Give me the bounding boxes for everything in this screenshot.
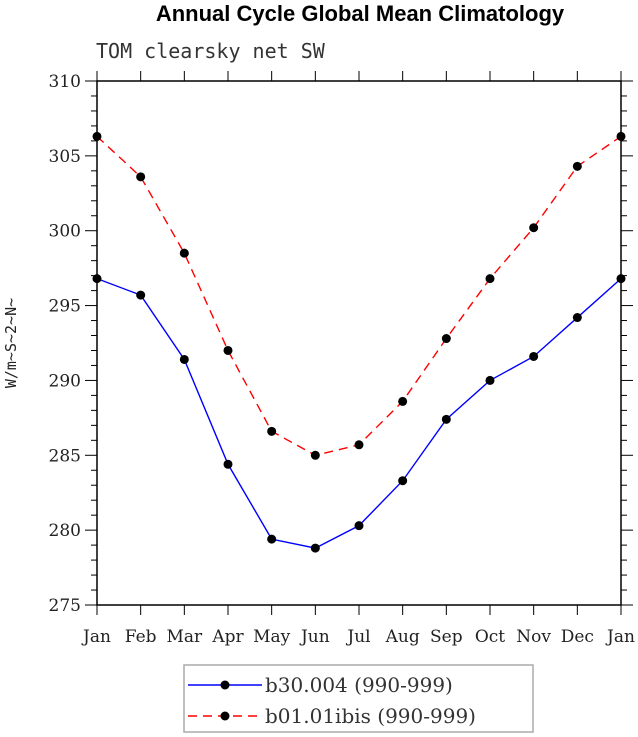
x-tick-label: Apr [211, 627, 244, 647]
chart-title: Annual Cycle Global Mean Climatology [156, 1, 565, 26]
x-tick-label: Jun [299, 627, 330, 647]
y-tick-label: 300 [49, 222, 81, 242]
y-tick-label: 280 [49, 521, 81, 541]
legend-label-2: b01.01ibis (990-999) [265, 704, 476, 728]
data-point [179, 248, 189, 258]
data-point [223, 345, 233, 355]
data-point [267, 534, 277, 544]
data-point [529, 351, 539, 361]
y-axis-label: W/m~S~2~N~ [2, 298, 20, 388]
x-tick-label: Jul [345, 627, 370, 647]
y-tick-label: 285 [49, 446, 81, 466]
series-line-2 [96, 135, 622, 457]
data-point [354, 521, 364, 531]
data-point [441, 334, 451, 344]
data-point [398, 476, 408, 486]
data-point [136, 290, 146, 300]
data-point [179, 354, 189, 364]
x-tick-label: May [253, 627, 291, 647]
data-point [616, 131, 626, 141]
data-point [310, 450, 320, 460]
x-tick-label: Dec [561, 627, 594, 647]
x-tick-label: Jan [81, 627, 111, 647]
y-tick-label: 310 [49, 72, 81, 92]
series-line-1 [96, 277, 622, 549]
legend-marker-1 [220, 680, 230, 690]
data-point [354, 440, 364, 450]
x-tick-label: Nov [516, 627, 551, 647]
legend-label-1: b30.004 (990-999) [265, 673, 453, 697]
legend-box [183, 664, 534, 733]
data-point [572, 313, 582, 323]
legend-marker-2 [220, 711, 230, 721]
data-point [398, 396, 408, 406]
data-point [310, 543, 320, 553]
data-point [485, 274, 495, 284]
chart-subtitle: TOM clearsky net SW [96, 39, 326, 63]
data-point [616, 274, 626, 284]
y-tick-label: 290 [49, 371, 81, 391]
data-point [441, 414, 451, 424]
data-point [92, 274, 102, 284]
y-tick-label: 305 [49, 147, 81, 167]
data-point [572, 161, 582, 171]
data-point [223, 459, 233, 469]
data-point [92, 131, 102, 141]
legend: b30.004 (990-999) b01.01ibis (990-999) [183, 664, 534, 733]
data-point [136, 172, 146, 182]
data-point [267, 426, 277, 436]
x-tick-label: Feb [125, 627, 157, 647]
x-tick-label: Aug [385, 627, 420, 647]
x-tick-label: Mar [166, 627, 203, 647]
y-tick-label: 275 [49, 596, 81, 616]
data-point [485, 375, 495, 385]
x-tick-label: Oct [475, 627, 505, 647]
x-tick-label: Sep [430, 627, 463, 647]
x-tick-label: Jan [605, 627, 635, 647]
y-tick-label: 295 [49, 297, 81, 317]
data-point [529, 223, 539, 233]
